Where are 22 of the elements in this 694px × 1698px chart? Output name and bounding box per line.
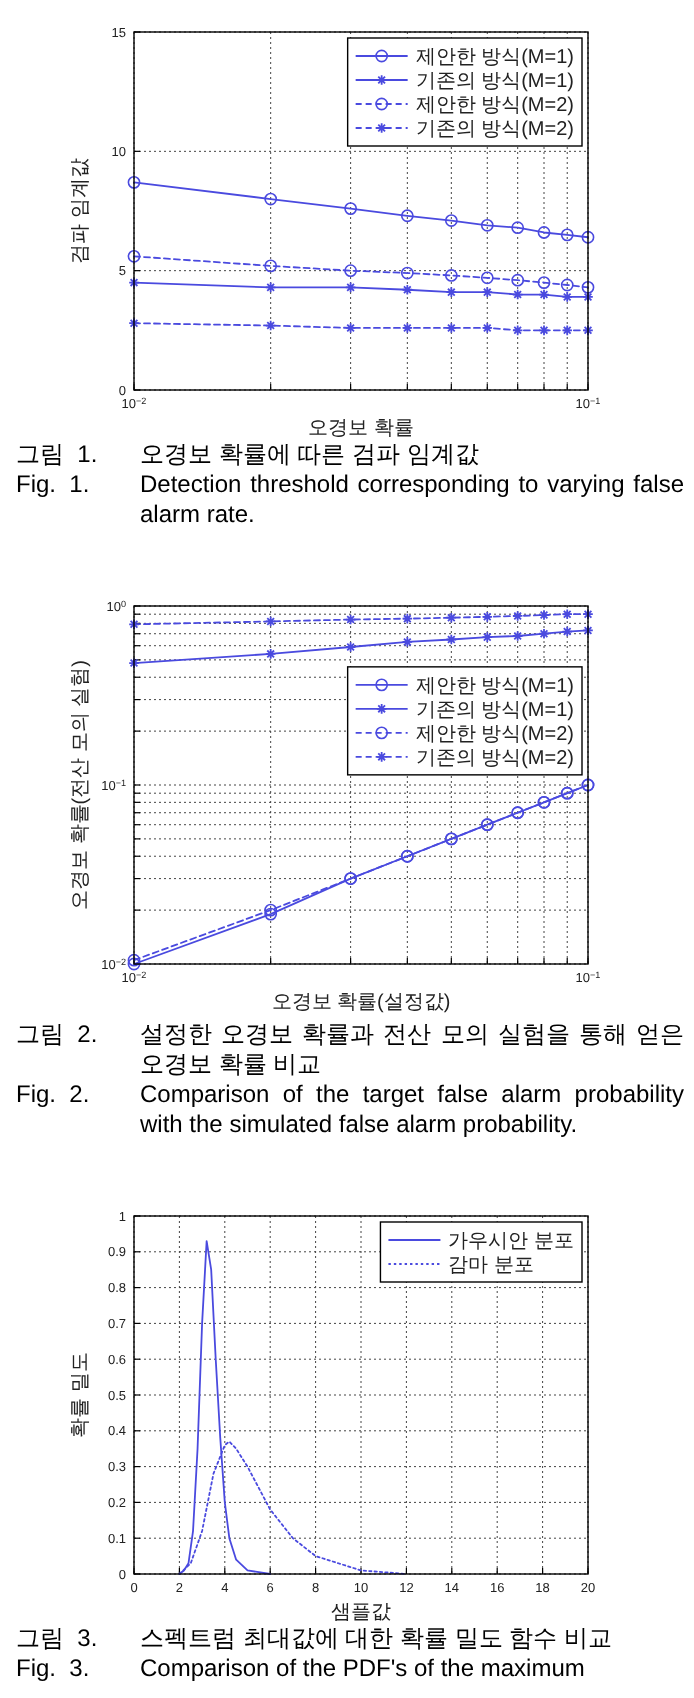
legend-label: 감마 분포 [448,1255,534,1277]
y-axis-title: 검파 임계값 [70,158,92,264]
text: Fig. 2. Comparison of the target false alarm probability with the simulated false alarm probability. [16,1080,684,1138]
legend-label: 기존의 방식(M=1) [415,699,574,722]
legend-label: 가우시안 분포 [448,1231,574,1253]
legend-label: 기존의 방식(M=2) [415,747,574,770]
y-axis-title: 확률 밀도 [70,1352,92,1438]
legend-label: 제안한 방식(M=1) [415,675,574,698]
text: 그림 2. 설정한 오경보 확률과 전산 모의 실험을 통해 얻은 오경보 확률 비교 [16,1020,684,1078]
legend-label: 제안한 방식(M=2) [415,95,574,117]
legend-label: 기존의 방식(M=1) [415,71,574,93]
x-axis-title: 오경보 확률(설정값) [271,992,451,1014]
text: Fig. 1. Detection threshold corresponding to varying false alarm rate. [16,470,684,528]
legend-label: 기존의 방식(M=2) [415,119,574,141]
legend-label: 제안한 방식(M=1) [415,47,574,69]
x-axis-title: 샘플값 [331,1602,391,1624]
x-axis-title: 오경보 확률 [308,418,414,440]
y-axis-title: 오경보 확률(전산 모의 실험) [70,660,92,910]
text: 그림 3. 스펙트럼 최대값에 대한 확률 밀도 함수 비교 [16,1624,613,1652]
text: 그림 1. 오경보 확률에 따른 검파 임계값 [16,440,479,468]
legend-label: 제안한 방식(M=2) [415,723,574,746]
text: Fig. 3. Comparison of the PDF's of the maximum [16,1654,585,1682]
